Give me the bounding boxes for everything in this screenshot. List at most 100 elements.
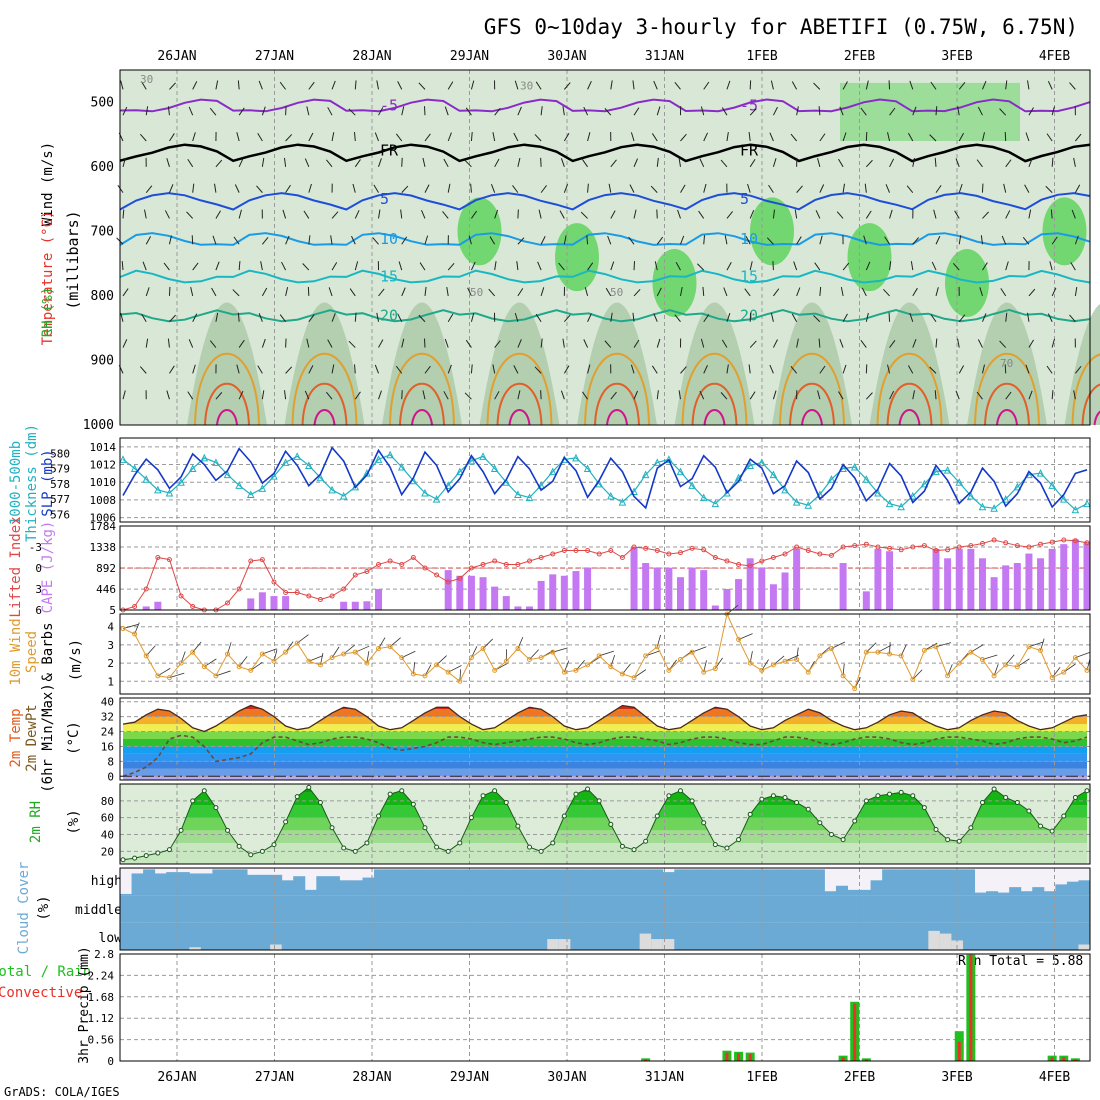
cloud-middle-cell (720, 895, 733, 923)
li-point (863, 541, 869, 547)
cloud-high-cell (362, 877, 375, 896)
cloud-low-cell (466, 922, 479, 950)
upper-wind-barb (563, 184, 569, 193)
upper-wind-barb (935, 287, 939, 297)
cloud-high-cell (916, 869, 929, 896)
li-point (979, 541, 985, 546)
thickness-point (177, 478, 185, 486)
rh-point (503, 800, 509, 806)
cloud-low-cell (524, 922, 537, 950)
upper-wind-barb (281, 261, 287, 271)
upper-wind-barb (192, 81, 198, 90)
upper-wind-barb (397, 81, 403, 90)
cloud-middle-cell (870, 895, 883, 923)
upper-wind-barb (1027, 312, 1030, 322)
cloud-middle-cell (558, 895, 571, 923)
cloud-high-cell (685, 869, 698, 896)
cloud-middle-cell (674, 895, 687, 923)
rh-point (329, 825, 335, 831)
isotherm-line (119, 192, 1091, 211)
surface-isotherm-25 (584, 352, 650, 426)
upper-wind-barb (215, 210, 221, 219)
cape-bar (793, 548, 801, 610)
cloud-middle-cell (1043, 895, 1056, 923)
surface-isotherm-30 (301, 382, 348, 426)
thickness-point (339, 491, 348, 500)
upper-wind-barb (447, 132, 452, 142)
surface-isotherm-35 (898, 409, 921, 426)
upper-wind-barb (1047, 313, 1053, 322)
upper-wind-barb (513, 132, 519, 142)
upper-wind-barb (1045, 185, 1053, 193)
wind10-point (840, 673, 846, 679)
upper-wind-barb (212, 235, 217, 245)
rh-point (166, 847, 172, 853)
li-point (457, 576, 463, 581)
upper-wind-barb (610, 391, 617, 400)
cloud-low-cell (812, 922, 825, 950)
upper-wind-barb (1024, 184, 1030, 193)
upper-wind-barb (720, 392, 728, 400)
cloud-low-cell (674, 922, 687, 950)
wind10-point (178, 660, 184, 666)
cloud-low-cell (431, 922, 444, 950)
upper-wind-barb (304, 390, 310, 400)
upper-wind-barb (470, 131, 473, 142)
cloud-high-cell (223, 869, 236, 896)
rh-point (1049, 828, 1055, 834)
cloud-high-cell (166, 872, 179, 896)
cape-bar (723, 588, 731, 610)
upper-wind-barb (1005, 159, 1012, 168)
cloud-low-cell (166, 922, 179, 950)
wind10-point (132, 631, 138, 637)
upper-wind-barb (352, 183, 356, 193)
cloud-high-cell (443, 869, 456, 896)
cloud-middle-cell (524, 895, 537, 923)
date-label-top: 29JAN (450, 49, 489, 64)
upper-wind-barb (700, 338, 705, 348)
upper-wind-barb (863, 235, 867, 245)
li-point (143, 586, 149, 592)
upper-wind-barb (378, 209, 381, 219)
thickness-frame (119, 437, 1091, 523)
li-point (887, 545, 893, 551)
cloud-middle-cell (916, 895, 929, 923)
upper-wind-barb (144, 209, 147, 219)
cape-bar (665, 567, 673, 610)
temp-band (123, 705, 1087, 710)
upper-wind-barb (494, 107, 501, 116)
upper-wind-barb (703, 314, 710, 323)
thickness-point (757, 458, 766, 466)
upper-wind-barb (1028, 288, 1036, 297)
upper-wind-barb (1073, 157, 1076, 167)
upper-wind-barb (1074, 366, 1082, 374)
upper-wind-barb (424, 184, 430, 193)
cloud-middle-cell (1032, 895, 1045, 923)
upper-wind-barb (980, 235, 983, 245)
upper-wind-barb (400, 209, 403, 219)
li-point (1049, 539, 1055, 545)
cloud-middle-cell (1078, 895, 1091, 923)
cloud-low-cell (1032, 922, 1045, 950)
wind10-point (921, 647, 927, 653)
upper-wind-barb (166, 158, 170, 167)
rh-point (317, 800, 323, 806)
surface-isotherm-35 (216, 409, 238, 426)
thickness-point (967, 491, 975, 500)
upper-wind-barb (443, 158, 449, 168)
upper-wind-barb (982, 80, 987, 90)
upper-wind-barb (327, 107, 333, 116)
cloud-middle-cell (639, 895, 652, 923)
temp-band (123, 761, 1087, 769)
upper-wind-barb (587, 132, 591, 142)
li-point (387, 558, 393, 564)
wind10-point (1061, 669, 1067, 675)
rh-point (875, 793, 881, 799)
upper-wind-barb (909, 80, 914, 90)
thickness-point (235, 481, 243, 489)
upper-wind-barb (680, 366, 687, 374)
cloud-low-cell (1043, 922, 1056, 950)
precip-frame (119, 953, 1091, 1062)
upper-wind-barb (215, 312, 219, 322)
upper-wind-barb (1003, 183, 1007, 193)
